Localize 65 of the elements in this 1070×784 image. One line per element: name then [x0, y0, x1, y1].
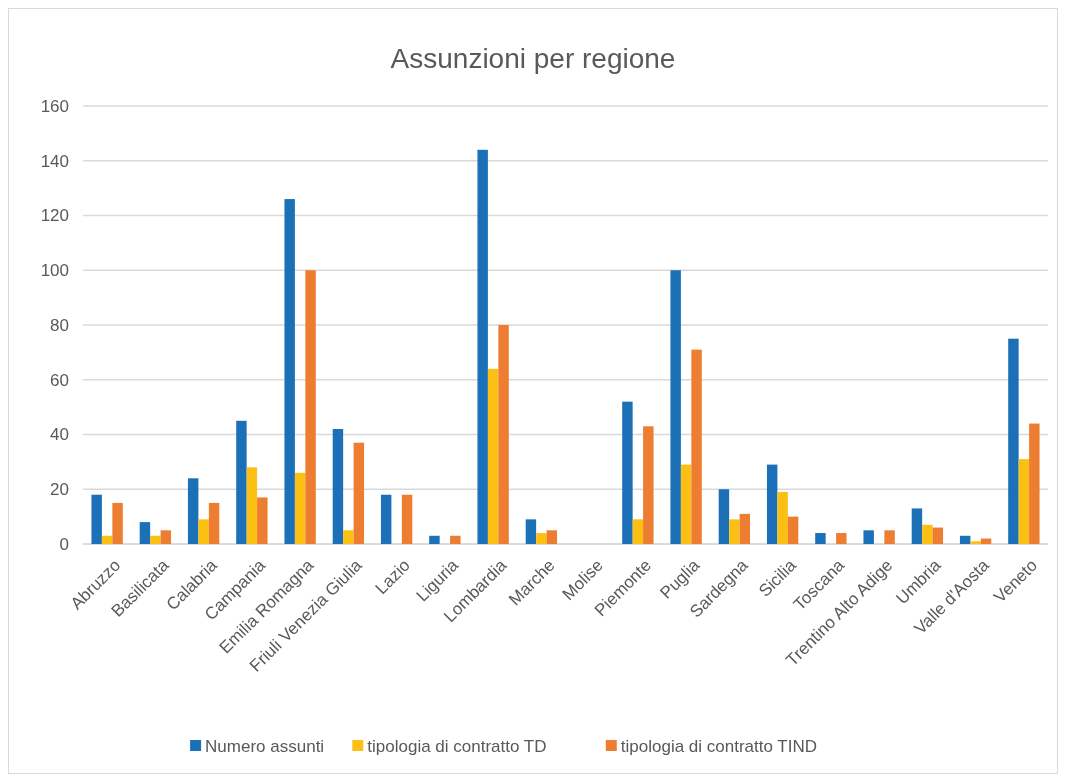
bar	[536, 533, 547, 544]
bar	[401, 494, 413, 544]
bar	[525, 519, 537, 544]
bar	[959, 535, 971, 544]
bar	[477, 149, 488, 544]
bar	[380, 494, 392, 544]
y-tick-label: 100	[40, 261, 69, 281]
bar	[101, 535, 113, 544]
bar	[622, 401, 633, 544]
bar	[294, 472, 306, 544]
legend-label: Numero assunti	[205, 736, 325, 756]
y-tick-label: 0	[59, 534, 69, 554]
bar	[932, 527, 944, 544]
bar	[91, 494, 102, 544]
y-tick-label: 120	[40, 206, 69, 226]
bar	[198, 519, 209, 544]
bar	[970, 541, 981, 544]
legend-label: tipologia di contratto TIND	[620, 736, 818, 756]
bar	[922, 524, 933, 544]
bar	[1008, 338, 1019, 544]
bar	[208, 502, 220, 544]
y-tick-label: 20	[50, 480, 69, 500]
bar	[450, 535, 461, 544]
bar	[739, 513, 751, 544]
bar	[884, 530, 895, 544]
y-tick-label: 40	[50, 425, 69, 445]
bar	[643, 426, 654, 544]
y-tick-label: 80	[50, 315, 69, 335]
bar	[815, 533, 826, 544]
bar	[836, 533, 847, 544]
bar	[498, 325, 509, 544]
legend-label: tipologia di contratto TD	[367, 736, 547, 756]
bar	[332, 429, 344, 544]
bar	[546, 530, 558, 544]
bar	[863, 530, 874, 544]
bar	[246, 467, 258, 544]
bar	[487, 368, 499, 544]
bar	[343, 530, 354, 544]
bar	[680, 464, 692, 544]
y-tick-label: 60	[50, 370, 69, 390]
bar	[787, 516, 799, 544]
chart-title: Assunzioni per regione	[390, 43, 676, 74]
bar	[257, 497, 268, 544]
bar	[911, 508, 923, 544]
y-tick-label: 140	[40, 151, 69, 171]
bar	[1018, 459, 1030, 544]
bar	[429, 535, 440, 544]
bar	[353, 442, 365, 544]
bar	[670, 270, 681, 544]
bar	[284, 199, 295, 544]
bar	[718, 489, 730, 544]
bar	[139, 522, 151, 544]
bar	[1029, 423, 1040, 544]
y-tick-label: 160	[40, 96, 69, 116]
bar	[236, 420, 247, 544]
bar	[766, 464, 778, 544]
bar	[729, 519, 740, 544]
bar	[150, 535, 161, 544]
bar	[112, 502, 123, 544]
bar	[777, 491, 788, 544]
bar	[691, 349, 702, 544]
bar	[632, 519, 644, 544]
bar	[305, 270, 316, 544]
bar	[187, 478, 199, 544]
bar	[160, 530, 172, 544]
